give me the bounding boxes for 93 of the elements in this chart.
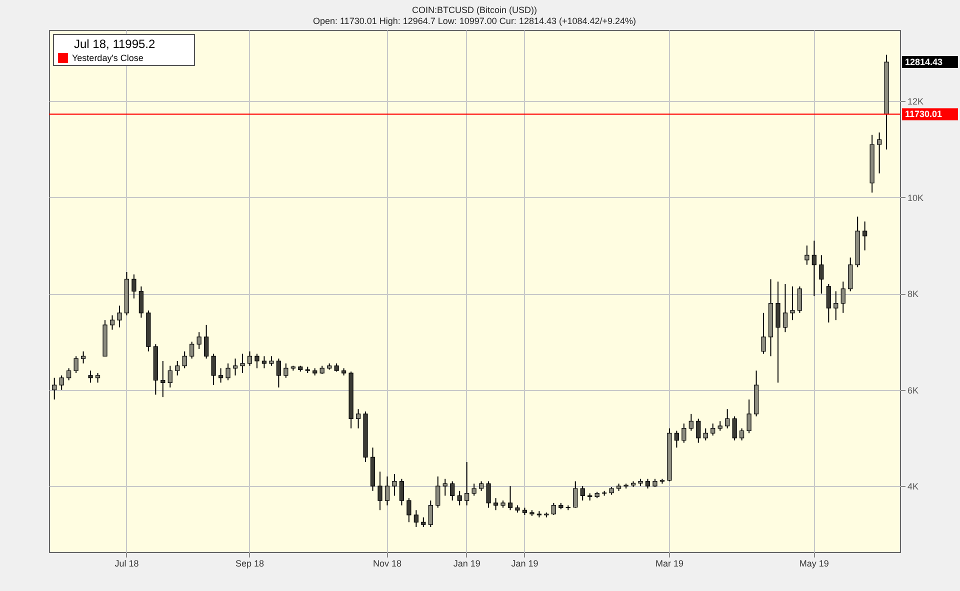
candlestick: [840, 281, 846, 314]
candlestick: [110, 314, 115, 330]
candlestick: [645, 478, 650, 489]
candlestick: [812, 240, 816, 297]
candlestick: [168, 365, 172, 388]
x-tick-label: Jan 19: [511, 558, 538, 568]
x-tick-label: Jan 19: [453, 558, 480, 568]
y-tick-label: 4K: [908, 482, 919, 492]
candlestick: [688, 413, 694, 432]
candlestick: [436, 476, 440, 508]
candlestick: [740, 428, 744, 441]
candlestick: [428, 500, 433, 528]
candlestick: [819, 254, 824, 294]
candlestick: [710, 423, 716, 436]
candlestick: [95, 372, 100, 384]
chart-subtitle: Open: 11730.01 High: 12964.7 Low: 10997.00 Cur: 12814.43 (+1084.42/+9.24%): [312, 16, 636, 26]
candlestick: [834, 290, 838, 321]
candlestick: [59, 374, 64, 390]
legend-label: Yesterday's Close: [72, 53, 144, 63]
candlestick: [790, 286, 795, 321]
candlestick: [196, 332, 202, 350]
candlestick: [493, 498, 498, 511]
candlestick: [457, 490, 462, 506]
candlestick: [826, 284, 831, 324]
candlestick: [725, 408, 730, 429]
candlestick: [877, 132, 882, 174]
candlestick: [392, 474, 397, 496]
candlestick: [746, 398, 752, 434]
x-tick-label: Jul 18: [114, 558, 139, 568]
candlestick: [399, 478, 404, 506]
candlestick: [732, 416, 737, 441]
candlestick: [74, 356, 78, 374]
x-tick-label: Sep 18: [235, 558, 264, 568]
candlestick: [378, 471, 382, 511]
candlestick: [797, 286, 802, 314]
candlestick: [414, 510, 418, 528]
candlestick: [160, 360, 166, 398]
candlestick: [247, 350, 252, 366]
candlestick: [190, 341, 194, 360]
candlestick: [696, 418, 701, 444]
candlestick: [718, 420, 722, 432]
candlestick: [479, 480, 484, 492]
candlestick: [262, 356, 267, 369]
y-tick-label: 10K: [908, 192, 924, 203]
candlestick: [674, 430, 679, 448]
candlestick: [240, 353, 245, 374]
candlestick: [204, 324, 209, 360]
candlestick: [81, 350, 86, 364]
y-tick-label: 6K: [908, 385, 919, 396]
candlestick: [132, 274, 136, 299]
chart-title: COIN:BTCUSD (Bitcoin (USD)): [412, 5, 538, 15]
candlestick: [508, 486, 513, 511]
candlestick: [138, 286, 144, 318]
candlestick: [284, 362, 288, 378]
y-tick-label: 12K: [908, 96, 924, 107]
text: 11730.01: [905, 109, 942, 120]
candlestick: [175, 360, 180, 376]
candlestick: [580, 486, 585, 502]
x-tick-label: Mar 19: [655, 558, 684, 568]
candlestick: [182, 350, 187, 369]
candlestick: [254, 353, 260, 369]
candlestick: [232, 358, 238, 376]
candlestick: [486, 480, 491, 508]
candlestick: [88, 370, 93, 384]
candlestick: [211, 353, 216, 386]
x-tick-label: Nov 18: [372, 558, 402, 568]
candlestick: [52, 377, 57, 400]
candlestick: [356, 408, 361, 429]
y-tick-label: 8K: [908, 289, 919, 300]
candlestick: [551, 502, 556, 516]
candlestick: [450, 480, 455, 502]
candlestick: [703, 428, 708, 441]
candlestick: [117, 305, 122, 328]
candlestick: [218, 368, 224, 384]
candlestick: [384, 476, 390, 506]
candlestick: [761, 312, 766, 354]
candlestick: [406, 498, 412, 523]
candlestick: [276, 358, 281, 388]
candlestick: [226, 362, 230, 381]
candlestick: [442, 478, 448, 496]
candlestick: [804, 245, 810, 266]
candlestick: [269, 356, 274, 366]
annotation: Jul 18, 11995.2: [73, 37, 156, 51]
candlestick: [421, 516, 426, 528]
candlestick: [782, 284, 788, 333]
candlestick: [464, 462, 470, 506]
text: 12814.43: [905, 57, 943, 68]
candlestick: [472, 483, 476, 496]
x-tick-label: May 19: [799, 558, 829, 568]
candlestick: [682, 423, 686, 444]
candlestick: [66, 368, 72, 381]
candlestick: [862, 220, 868, 251]
candlestick: [573, 480, 578, 508]
